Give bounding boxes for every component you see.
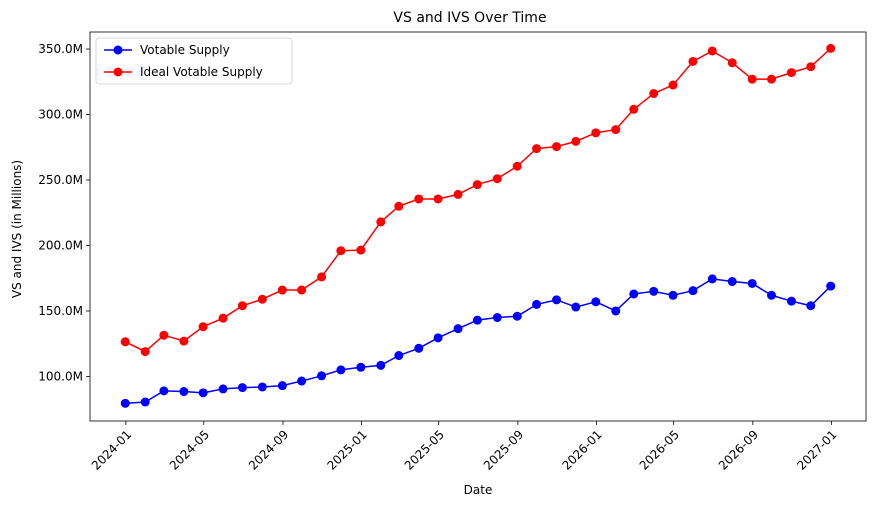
data-point — [198, 322, 208, 332]
data-point — [629, 289, 639, 299]
data-point — [552, 142, 562, 152]
data-point — [571, 136, 581, 146]
series-2 — [120, 43, 836, 357]
data-point — [649, 89, 659, 99]
data-point — [532, 144, 542, 154]
data-point — [120, 337, 130, 347]
data-point — [218, 384, 228, 394]
data-point — [257, 294, 267, 304]
data-point — [376, 217, 386, 227]
data-point — [688, 56, 698, 66]
data-point — [433, 333, 443, 343]
data-point — [218, 313, 228, 323]
data-point — [472, 315, 482, 325]
data-point — [453, 189, 463, 199]
data-point — [277, 381, 287, 391]
data-point — [394, 351, 404, 361]
y-tick-label: 200.0M — [38, 238, 83, 252]
data-point — [707, 46, 717, 56]
data-point — [317, 272, 327, 282]
data-point — [317, 371, 327, 381]
data-point — [179, 336, 189, 346]
data-point — [336, 365, 346, 375]
plot-area — [89, 31, 867, 422]
y-tick-label: 300.0M — [38, 108, 83, 122]
data-point — [356, 245, 366, 255]
data-point — [512, 161, 522, 171]
data-point — [826, 281, 836, 291]
data-point — [472, 180, 482, 190]
data-point — [688, 286, 698, 296]
data-point — [394, 201, 404, 211]
data-point — [297, 376, 307, 386]
legend-label: Votable Supply — [140, 43, 230, 57]
series-1 — [120, 274, 836, 408]
legend-item-2: Ideal Votable Supply — [104, 65, 263, 79]
data-point — [747, 278, 757, 288]
data-point — [727, 58, 737, 68]
data-point — [806, 62, 816, 72]
data-point — [140, 397, 150, 407]
data-point — [512, 311, 522, 321]
data-point — [237, 383, 247, 393]
x-axis-label: Date — [464, 483, 493, 497]
data-point — [629, 104, 639, 114]
y-axis-label: VS and IVS (in Millions) — [10, 160, 24, 298]
legend: Votable Supply Ideal Votable Supply — [95, 37, 293, 85]
legend-swatch-marker — [113, 67, 123, 77]
plot-frame — [89, 31, 867, 422]
legend-box — [95, 37, 293, 85]
data-point — [237, 301, 247, 311]
y-tick-label: 250.0M — [38, 173, 83, 187]
data-point — [532, 299, 542, 309]
y-tick-label: 350.0M — [38, 42, 83, 56]
y-axis: 100.0M 150.0M 200.0M 250.0M 300.0M 350.0M — [38, 42, 90, 383]
y-tick-label: 100.0M — [38, 369, 83, 383]
data-point — [591, 297, 601, 307]
data-point — [376, 360, 386, 370]
data-point — [591, 128, 601, 138]
data-point — [257, 382, 267, 392]
data-point — [433, 194, 443, 204]
legend-item-1: Votable Supply — [104, 43, 230, 57]
data-point — [277, 285, 287, 295]
data-point — [747, 74, 757, 84]
y-tick-label: 150.0M — [38, 304, 83, 318]
chart-title: VS and IVS Over Time — [393, 10, 546, 26]
data-point — [767, 290, 777, 300]
data-point — [140, 347, 150, 357]
legend-swatch-marker — [113, 45, 123, 55]
data-point — [552, 295, 562, 305]
data-point — [767, 74, 777, 84]
data-point — [649, 286, 659, 296]
data-point — [297, 285, 307, 295]
legend-label: Ideal Votable Supply — [140, 65, 263, 79]
data-point — [159, 386, 169, 396]
data-point — [786, 68, 796, 78]
data-point — [492, 174, 502, 184]
data-point — [826, 43, 836, 53]
data-point — [668, 290, 678, 300]
data-point — [453, 324, 463, 334]
data-point — [179, 387, 189, 397]
data-point — [414, 194, 424, 204]
data-point — [806, 301, 816, 311]
data-point — [571, 302, 581, 312]
data-point — [492, 313, 502, 323]
data-point — [198, 388, 208, 398]
data-point — [727, 277, 737, 287]
data-point — [336, 246, 346, 256]
data-point — [611, 125, 621, 135]
data-point — [668, 80, 678, 90]
data-point — [159, 330, 169, 340]
data-point — [120, 398, 130, 408]
data-point — [786, 296, 796, 306]
data-point — [707, 274, 717, 284]
data-point — [414, 343, 424, 353]
data-point — [356, 362, 366, 372]
data-point — [611, 306, 621, 316]
